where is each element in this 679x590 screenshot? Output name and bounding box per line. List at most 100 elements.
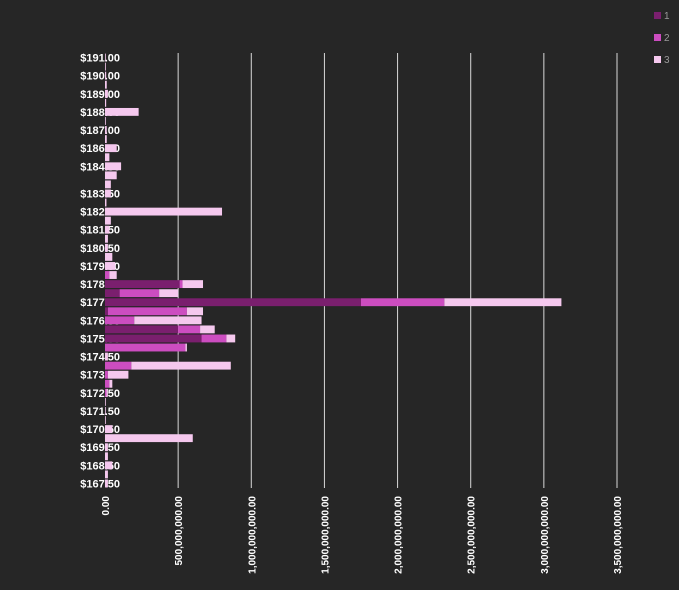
bar-series-3-189: [105, 89, 108, 98]
y-tick-label: $167.50: [80, 478, 120, 490]
bar-series-3-191: [105, 53, 106, 62]
bar-series-2-176: [178, 325, 201, 334]
y-tick-label: $190.00: [80, 71, 120, 83]
bar-series-3-173: [109, 379, 113, 388]
bar-series-3-184: [105, 180, 111, 189]
bar-series-3-186: [105, 144, 117, 153]
bar-series-3-188.5: [105, 98, 107, 107]
bar-series-3-179: [109, 271, 117, 279]
legend-label-2: 2: [664, 33, 670, 44]
bar-series-3-168.5: [105, 461, 113, 470]
bar-series-3-190.5: [105, 62, 106, 71]
bar-series-2-177: [107, 307, 187, 316]
bar-series-3-183.5: [105, 189, 111, 198]
x-tick-label: 2,000,000,000.00: [394, 496, 405, 574]
x-tick-label: 500,000,000.00: [174, 496, 185, 566]
bar-series-1-177: [105, 307, 108, 316]
bar-series-3-178.5: [182, 280, 204, 289]
legend-swatch-1: [654, 12, 661, 19]
bar-series-2-173.5: [105, 370, 108, 379]
bar-series-3-171.5: [105, 407, 106, 415]
y-tick-label: $169.50: [80, 442, 120, 454]
bar-series-2-175: [105, 343, 186, 352]
bar-series-1-175.5: [105, 334, 202, 343]
bar-series-3-167.5: [105, 479, 108, 488]
bar-series-3-181: [105, 234, 108, 243]
bar-series-3-170.5: [105, 425, 113, 434]
bar-series-3-190: [105, 71, 107, 80]
legend-label-3: 3: [664, 55, 670, 66]
bar-series-3-187: [105, 126, 107, 134]
bar-series-3-171: [105, 416, 106, 424]
bar-series-3-178: [159, 289, 179, 298]
bar-series-1-178.5: [105, 280, 180, 289]
y-tick-label: $174.50: [80, 352, 120, 364]
bar-series-3-169: [105, 452, 108, 461]
bar-series-3-168: [105, 470, 108, 479]
bar-series-2-173: [105, 379, 110, 388]
bar-series-3-176: [200, 325, 215, 334]
bar-series-2-178.5: [179, 280, 183, 289]
x-tick-label: 3,000,000,000.00: [540, 496, 551, 574]
bar-series-3-175.5: [226, 334, 236, 343]
bar-series-2-172.5: [105, 388, 107, 397]
bar-series-2-177.5: [361, 298, 445, 307]
legend-label-1: 1: [664, 11, 670, 22]
bar-series-2-174: [105, 361, 132, 370]
legend-swatch-2: [654, 34, 661, 41]
bar-series-3-185.5: [105, 153, 110, 162]
bar-series-3-183: [105, 198, 107, 207]
y-tick-label: $191.00: [80, 53, 120, 65]
bar-series-3-182.5: [105, 207, 223, 216]
y-tick-label: $171.50: [80, 406, 120, 418]
bar-series-2-178: [119, 289, 160, 298]
bar-series-2-176.5: [105, 316, 135, 325]
x-axis-labels: 0.00 500,000,000.00 1,000,000,000.00 1,500,…: [101, 496, 624, 574]
bar-series-1-176: [105, 325, 179, 334]
bar-series-1-177.5: [105, 298, 361, 307]
bar-series-3-175: [185, 343, 187, 352]
gridlines: [177, 53, 618, 488]
legend-swatch-3: [654, 56, 661, 63]
bar-series-3-182: [105, 216, 111, 225]
bar-series-3-174: [131, 361, 231, 370]
y-axis-labels: $191.00$190.00$189.00$188.00$187.00$186.…: [80, 53, 120, 491]
y-tick-label: $168.50: [80, 460, 120, 472]
bar-series-3-185: [105, 162, 122, 171]
x-tick-label: 0.00: [101, 496, 112, 516]
bar-series-3-172.5: [106, 388, 108, 397]
y-tick-label: $189.00: [80, 89, 120, 101]
bar-series-3-188: [105, 107, 139, 116]
bar-series-3-179.5: [105, 262, 116, 270]
bar-series-3-186.5: [105, 135, 107, 144]
bar-series-3-174.5: [105, 352, 108, 361]
bar-series-3-187.5: [105, 117, 106, 125]
x-tick-label: 1,000,000,000.00: [247, 496, 258, 574]
x-tick-label: 3,500,000,000.00: [613, 496, 624, 574]
bar-series-3-180.5: [105, 243, 108, 252]
bar-series-3-189.5: [105, 80, 107, 89]
bar-series-3-180: [105, 252, 113, 261]
x-tick-label: 1,500,000,000.00: [320, 496, 331, 574]
bar-series-3-173.5: [107, 370, 129, 379]
x-tick-label: 2,500,000,000.00: [467, 496, 478, 574]
bar-series-3-172: [105, 397, 106, 406]
bar-series-3-177: [186, 307, 204, 316]
bar-series-3-177.5: [444, 298, 562, 307]
bars: [105, 53, 562, 488]
bar-series-2-179: [105, 271, 110, 279]
legend: 1 2 3: [654, 11, 670, 66]
bar-series-3-181.5: [105, 225, 110, 234]
bar-series-3-170: [105, 434, 193, 443]
y-tick-label: $181.50: [80, 225, 120, 237]
y-tick-label: $183.50: [80, 188, 120, 200]
bar-series-3-169.5: [105, 443, 108, 452]
y-tick-label: $187.00: [80, 125, 120, 137]
y-tick-label: $180.50: [80, 243, 120, 255]
bar-series-3-176.5: [134, 316, 202, 325]
y-tick-label: $172.50: [80, 388, 120, 400]
bar-series-2-175.5: [201, 334, 227, 343]
bar-series-3-184.5: [105, 171, 117, 180]
bar-series-1-178: [105, 289, 120, 298]
